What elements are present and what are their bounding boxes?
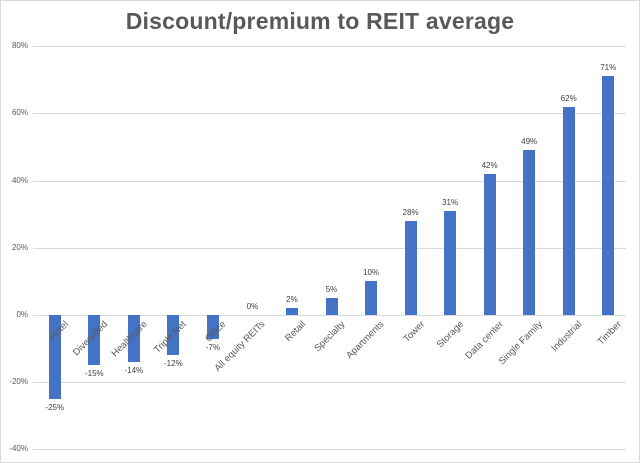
category-label: Specialty bbox=[311, 319, 347, 355]
y-tick-label: 80% bbox=[11, 41, 28, 51]
plot-area: 80% 60% 40% 20% 0% -20% -40% -25% Hotel -15% Diver… bbox=[9, 41, 626, 453]
y-tick-label: -40% bbox=[9, 444, 28, 454]
gridline bbox=[33, 382, 626, 384]
y-tick-label: 60% bbox=[11, 108, 28, 118]
bar bbox=[127, 315, 140, 363]
y-tick-label: 40% bbox=[11, 175, 28, 185]
bar bbox=[325, 298, 338, 315]
data-label: -15% bbox=[84, 369, 104, 379]
category-label: Tower bbox=[400, 319, 427, 345]
bar bbox=[206, 315, 219, 339]
bar bbox=[523, 150, 536, 315]
y-tick-label: -20% bbox=[9, 377, 28, 387]
data-label: 62% bbox=[560, 93, 577, 103]
category-label: Apartments bbox=[344, 319, 387, 362]
gridline bbox=[33, 315, 626, 316]
gridline bbox=[33, 113, 626, 115]
bar bbox=[404, 220, 417, 315]
bar bbox=[562, 106, 575, 315]
data-label: 10% bbox=[363, 268, 380, 278]
data-label: 49% bbox=[521, 137, 538, 147]
data-label: 71% bbox=[600, 63, 617, 73]
data-label: 5% bbox=[325, 285, 338, 295]
category-label: Timber bbox=[595, 319, 625, 348]
gridline bbox=[33, 449, 626, 451]
data-label: 2% bbox=[286, 295, 298, 305]
chart-title: Discount/premium to REIT average bbox=[125, 8, 515, 34]
data-label: -12% bbox=[164, 359, 183, 369]
gridline bbox=[33, 46, 626, 48]
category-label: Industrial bbox=[548, 319, 585, 355]
data-label: -14% bbox=[124, 366, 144, 376]
data-label: 31% bbox=[442, 197, 459, 207]
data-label: 0% bbox=[246, 302, 259, 311]
bar bbox=[285, 308, 298, 315]
bar bbox=[88, 315, 101, 366]
bar bbox=[483, 173, 496, 315]
data-label: -7% bbox=[205, 342, 220, 352]
data-label: -25% bbox=[45, 403, 65, 412]
category-label: Retail bbox=[283, 319, 309, 344]
gridline bbox=[33, 247, 626, 249]
gridline bbox=[33, 180, 626, 182]
bar bbox=[444, 210, 457, 315]
bar bbox=[48, 315, 61, 399]
bar bbox=[365, 281, 378, 315]
bar bbox=[167, 315, 180, 356]
data-label: 42% bbox=[481, 160, 498, 170]
y-tick-label: 0% bbox=[16, 310, 28, 319]
category-label: Storage bbox=[434, 319, 467, 351]
y-tick-label: 20% bbox=[11, 242, 28, 252]
data-label: 28% bbox=[402, 207, 419, 217]
bar bbox=[602, 76, 615, 315]
